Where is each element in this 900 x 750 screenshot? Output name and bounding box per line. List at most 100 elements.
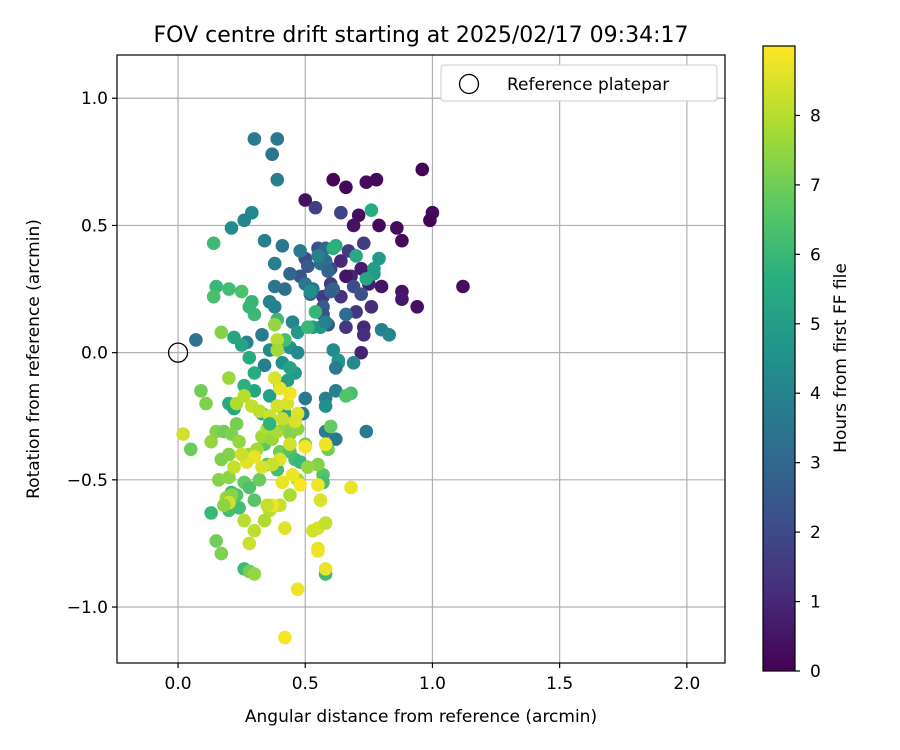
data-point — [346, 218, 361, 233]
data-point — [270, 132, 285, 146]
legend-label: Reference platepar — [507, 75, 669, 95]
data-point — [382, 328, 397, 342]
data-point — [303, 284, 318, 299]
data-point — [290, 345, 305, 360]
scatter-points — [176, 132, 470, 645]
colorbar-tick-label: 4 — [810, 384, 821, 404]
data-point — [280, 396, 295, 411]
data-point — [183, 442, 198, 457]
x-tick-label: 2.0 — [673, 674, 700, 694]
data-point — [270, 399, 285, 413]
data-point — [328, 432, 343, 446]
x-axis-ticks: 0.0 0.5 1.0 1.5 2.0 — [165, 663, 700, 694]
data-point — [242, 300, 257, 314]
data-point — [323, 284, 338, 299]
y-tick-label: 0.0 — [81, 344, 108, 364]
data-point — [364, 300, 379, 314]
data-point — [209, 279, 224, 294]
data-point — [298, 193, 313, 207]
y-tick-label: −1.0 — [67, 598, 108, 618]
data-point — [339, 389, 353, 403]
data-point — [306, 523, 320, 538]
data-point — [423, 213, 437, 228]
colorbar-tick-label: 8 — [810, 106, 821, 126]
data-point — [351, 208, 366, 223]
data-point — [364, 203, 379, 217]
data-point — [234, 447, 249, 462]
data-point — [311, 544, 325, 558]
data-point — [222, 447, 236, 462]
data-point — [189, 333, 203, 347]
data-point — [354, 261, 369, 276]
data-point — [206, 236, 221, 251]
data-point — [372, 218, 386, 233]
data-point — [262, 417, 277, 431]
data-point — [308, 305, 323, 319]
data-point — [285, 467, 300, 482]
x-axis-label: Angular distance from reference (arcmin) — [245, 707, 597, 727]
legend-marker — [458, 73, 480, 95]
data-point — [395, 233, 409, 248]
data-point — [321, 264, 335, 279]
y-tick-label: −0.5 — [67, 471, 108, 491]
data-point — [237, 389, 251, 403]
data-point — [232, 501, 246, 515]
data-point — [255, 460, 269, 474]
data-point — [252, 404, 267, 418]
data-point — [326, 241, 341, 256]
colorbar-tick-label: 3 — [810, 454, 821, 474]
data-point — [209, 534, 224, 548]
data-point — [237, 213, 251, 228]
data-point — [237, 378, 251, 393]
data-point — [242, 350, 257, 365]
data-point — [270, 172, 285, 187]
data-point — [290, 325, 305, 340]
data-point — [267, 279, 282, 294]
data-point — [334, 205, 348, 220]
y-axis-ticks: −1.0 −0.5 0.0 0.5 1.0 — [67, 89, 117, 618]
data-point — [247, 523, 262, 538]
data-point — [283, 437, 297, 452]
data-point — [204, 506, 218, 520]
data-point — [349, 305, 363, 319]
data-point — [300, 320, 315, 335]
data-point — [415, 162, 430, 177]
data-point — [323, 419, 338, 434]
data-point — [339, 180, 353, 195]
x-tick-label: 1.0 — [419, 674, 446, 694]
data-point — [283, 488, 297, 502]
data-point — [372, 251, 386, 266]
colorbar-tick-label: 6 — [810, 245, 821, 265]
x-tick-label: 0.0 — [165, 674, 192, 694]
data-point — [293, 478, 307, 492]
data-point — [283, 386, 297, 401]
data-point — [206, 289, 221, 304]
data-point — [267, 317, 282, 332]
data-point — [267, 256, 282, 271]
data-point — [247, 383, 262, 398]
data-point — [247, 132, 262, 146]
data-point — [278, 630, 292, 645]
data-point — [247, 366, 262, 380]
data-point — [229, 417, 244, 431]
data-point — [311, 457, 325, 472]
data-point — [308, 200, 323, 215]
data-point — [326, 343, 341, 357]
data-point — [176, 427, 190, 441]
data-point — [194, 383, 208, 398]
data-point — [390, 221, 404, 235]
data-point — [328, 383, 343, 398]
data-point — [278, 521, 292, 535]
data-point — [346, 356, 361, 370]
plot-frame — [116, 54, 726, 664]
data-point — [356, 236, 371, 251]
colorbar-ticks: 0 1 2 3 4 5 6 7 8 — [795, 106, 821, 682]
data-point — [211, 473, 226, 487]
data-point — [217, 498, 231, 513]
data-point — [247, 567, 262, 581]
x-tick-label: 0.5 — [292, 674, 319, 694]
legend: Reference platepar — [440, 64, 718, 102]
data-point — [456, 279, 470, 294]
data-point — [273, 381, 287, 396]
